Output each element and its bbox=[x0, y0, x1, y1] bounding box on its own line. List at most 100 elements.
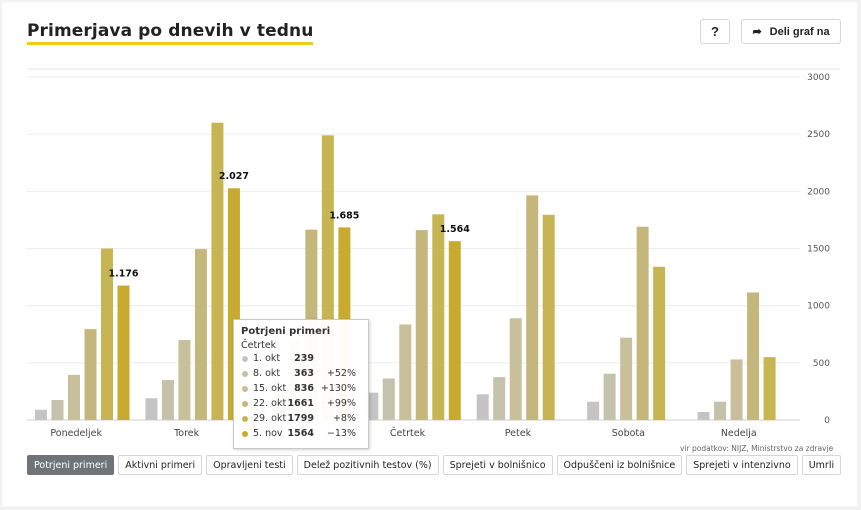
x-tick-label: Nedelja bbox=[721, 428, 757, 439]
tooltip-day: Četrtek bbox=[241, 340, 277, 351]
tooltip-value: 1564 bbox=[287, 428, 314, 439]
series-dot-icon bbox=[242, 431, 248, 437]
bar bbox=[493, 377, 506, 420]
tooltip-row: 5. nov 1564 −13% bbox=[241, 426, 362, 441]
tab-metric[interactable]: Opravljeni testi bbox=[206, 455, 293, 475]
x-tick-label: Četrtek bbox=[390, 427, 426, 439]
tooltip-value: 1799 bbox=[287, 413, 314, 424]
bar bbox=[526, 195, 539, 420]
bar bbox=[382, 378, 395, 420]
data-label: 1.564 bbox=[440, 224, 470, 235]
series-dot-icon bbox=[242, 371, 248, 377]
y-tick-label: 2000 bbox=[807, 187, 830, 197]
y-tick-label: 1000 bbox=[807, 302, 830, 312]
bar bbox=[603, 373, 616, 420]
x-tick-label: Petek bbox=[505, 428, 532, 439]
grid-lines bbox=[27, 68, 840, 421]
bar bbox=[542, 214, 555, 420]
bar bbox=[432, 214, 445, 420]
tooltip-row: 1. okt 239 bbox=[241, 351, 362, 366]
series-dot-icon bbox=[242, 416, 248, 422]
page-title: Primerjava po dnevih v tednu bbox=[27, 21, 314, 45]
bar bbox=[747, 292, 760, 420]
tooltip-change: +52% bbox=[326, 368, 356, 379]
tab-metric[interactable]: Sprejeti v intenzivno bbox=[686, 455, 798, 475]
tooltip-rows: 1. okt 239 8. okt 363 +52% 15. okt 836 +130% 22.… bbox=[241, 351, 362, 441]
y-tick-label: 2500 bbox=[807, 130, 830, 140]
tab-metric[interactable]: Aktivni primeri bbox=[118, 455, 203, 475]
tooltip-row: 22. okt 1661 +99% bbox=[241, 396, 362, 411]
tooltip-date: 5. nov bbox=[253, 428, 283, 439]
bar bbox=[714, 401, 727, 420]
share-arrow-icon: ➦ bbox=[752, 26, 762, 38]
x-tick-label: Sobota bbox=[612, 428, 645, 439]
labels: 0 500 1000 1500 2000 2500 3000 1.176 Ponedeljek 2… bbox=[50, 73, 830, 439]
tooltip-date: 8. okt bbox=[253, 368, 281, 379]
tooltip-row: 29. okt 1799 +8% bbox=[241, 411, 362, 426]
bar bbox=[587, 401, 600, 420]
data-label: 2.027 bbox=[219, 171, 249, 182]
series-dot-icon bbox=[242, 356, 248, 362]
tooltip-value: 363 bbox=[294, 368, 314, 379]
tooltip-row: 8. okt 363 +52% bbox=[241, 366, 362, 381]
metric-tabs: Potrjeni primeri Aktivni primeri Opravljen… bbox=[27, 455, 842, 475]
bar bbox=[399, 324, 412, 420]
tooltip-value: 239 bbox=[294, 353, 314, 364]
bar bbox=[161, 379, 174, 420]
bar bbox=[476, 394, 489, 420]
bar bbox=[35, 409, 47, 420]
tooltip-title: Potrjeni primeri bbox=[241, 326, 331, 337]
data-label: 1.176 bbox=[108, 269, 138, 280]
tooltip-row: 15. okt 836 +130% bbox=[241, 381, 362, 396]
data-label: 1.685 bbox=[329, 210, 359, 221]
tooltip-value: 1661 bbox=[287, 398, 314, 409]
bar-chart: 0 500 1000 1500 2000 2500 3000 1.176 Ponedeljek 2… bbox=[27, 68, 840, 439]
tab-metric[interactable]: Potrjeni primeri bbox=[27, 455, 115, 475]
tab-metric[interactable]: Odpuščeni iz bolnišnice bbox=[556, 455, 683, 475]
y-tick-label: 0 bbox=[824, 416, 830, 426]
bar bbox=[697, 411, 710, 420]
x-tick-label: Torek bbox=[173, 428, 200, 439]
tooltip-change: −13% bbox=[326, 428, 356, 439]
share-button[interactable]: ➦ Deli graf na bbox=[741, 19, 841, 44]
y-tick-label: 3000 bbox=[807, 73, 830, 83]
bar bbox=[415, 230, 428, 420]
bar bbox=[730, 359, 743, 420]
chart-tooltip: Potrjeni primeri Četrtek 1. okt 239 8. okt… bbox=[233, 319, 369, 449]
help-button[interactable]: ? bbox=[700, 19, 730, 44]
tooltip-date: 1. okt bbox=[253, 353, 281, 364]
tooltip-change: +130% bbox=[320, 383, 356, 394]
bar bbox=[509, 318, 522, 420]
bar bbox=[763, 357, 776, 420]
bar bbox=[211, 122, 224, 420]
tooltip-value: 836 bbox=[294, 383, 314, 394]
bar bbox=[68, 374, 80, 420]
bar bbox=[101, 248, 113, 420]
series-dot-icon bbox=[242, 386, 248, 392]
bar bbox=[84, 329, 97, 420]
tooltip-change: +8% bbox=[332, 413, 356, 424]
bar bbox=[178, 339, 191, 420]
bar bbox=[636, 226, 649, 420]
bar bbox=[117, 285, 130, 420]
bar bbox=[448, 241, 461, 420]
bar bbox=[145, 398, 158, 420]
series-dot-icon bbox=[242, 401, 248, 407]
y-tick-label: 1500 bbox=[807, 245, 830, 255]
bar bbox=[51, 399, 64, 420]
share-button-label: Deli graf na bbox=[769, 25, 830, 38]
bar bbox=[653, 266, 666, 420]
tab-metric[interactable]: Sprejeti v bolnišnico bbox=[442, 455, 553, 475]
bar bbox=[620, 337, 633, 420]
bars bbox=[35, 122, 776, 420]
y-tick-label: 500 bbox=[813, 359, 830, 369]
question-icon: ? bbox=[711, 24, 719, 39]
bar bbox=[366, 392, 379, 420]
tooltip-date: 15. okt bbox=[253, 383, 287, 394]
tab-metric[interactable]: Delež pozitivnih testov (%) bbox=[296, 455, 439, 475]
data-source: vir podatkov: NIJZ, Ministrstvo za zdrav… bbox=[680, 444, 834, 453]
tooltip-change: +99% bbox=[326, 398, 356, 409]
tab-metric[interactable]: Umrli bbox=[801, 455, 842, 475]
bar bbox=[194, 249, 207, 420]
